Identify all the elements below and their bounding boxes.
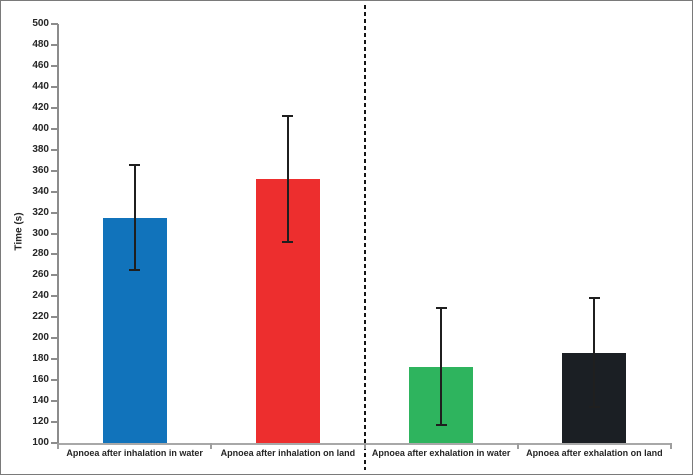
y-tick-mark <box>51 127 58 130</box>
error-bar-cap-top <box>129 164 141 167</box>
y-tick-label: 500 <box>32 18 49 29</box>
y-tick-label: 480 <box>32 38 49 50</box>
error-bar-cap-bottom <box>129 269 141 272</box>
y-tick-mark <box>51 379 58 382</box>
y-tick-label: 100 <box>32 437 49 448</box>
error-bar-line <box>286 116 289 242</box>
x-category-label: Apnoea after exhalation in water <box>371 448 511 458</box>
y-tick-mark <box>51 23 58 25</box>
y-tick-label: 300 <box>32 227 49 239</box>
y-tick-mark <box>51 211 58 214</box>
y-tick-label: 440 <box>32 80 49 92</box>
y-tick-mark <box>51 190 58 193</box>
y-tick-mark <box>51 316 58 319</box>
y-tick-mark <box>51 106 58 109</box>
error-bar-cap-bottom <box>435 424 447 427</box>
y-tick-label: 220 <box>32 311 49 323</box>
y-tick-mark <box>51 442 58 444</box>
y-tick-label: 200 <box>32 332 49 344</box>
group-separator-dashed-line <box>363 5 366 470</box>
y-tick-label: 120 <box>32 416 49 428</box>
y-tick-label: 280 <box>32 248 49 260</box>
y-tick-mark <box>51 358 58 361</box>
y-tick-label: 140 <box>32 395 49 407</box>
y-tick-mark <box>51 148 58 151</box>
error-bar-cap-top <box>282 115 294 118</box>
y-tick-mark <box>51 421 58 424</box>
x-category-label: Apnoea after inhalation on land <box>220 448 356 458</box>
error-bar-cap-top <box>435 306 447 309</box>
y-tick-label: 340 <box>32 185 49 197</box>
y-tick-mark <box>51 232 58 235</box>
error-bar-line <box>133 165 136 271</box>
y-tick-mark <box>51 253 58 256</box>
y-tick-label: 460 <box>32 59 49 71</box>
x-tick-mark <box>516 443 519 449</box>
x-tick-mark <box>210 443 213 449</box>
error-bar-cap-top <box>588 297 600 300</box>
x-tick-mark <box>670 443 672 449</box>
y-tick-label: 180 <box>32 353 49 365</box>
y-tick-mark <box>51 295 58 298</box>
y-tick-mark <box>51 64 58 67</box>
y-tick-mark <box>51 274 58 277</box>
y-tick-label: 320 <box>32 206 49 218</box>
x-tick-mark <box>363 443 366 449</box>
y-tick-label: 400 <box>32 122 49 134</box>
y-tick-mark <box>51 400 58 403</box>
y-tick-label: 420 <box>32 101 49 113</box>
y-tick-mark <box>51 169 58 172</box>
y-tick-label: 360 <box>32 164 49 176</box>
y-tick-label: 380 <box>32 143 49 155</box>
y-tick-label: 240 <box>32 290 49 302</box>
y-axis-line <box>57 24 59 445</box>
x-category-label: Apnoea after inhalation in water <box>66 448 203 458</box>
error-bar-line <box>593 298 596 408</box>
error-bar-cap-bottom <box>282 240 294 243</box>
y-tick-mark <box>51 337 58 340</box>
x-category-label: Apnoea after exhalation on land <box>526 448 663 458</box>
error-bar-line <box>440 307 443 426</box>
y-tick-mark <box>51 43 58 46</box>
y-tick-label: 260 <box>32 269 49 281</box>
y-tick-mark <box>51 85 58 88</box>
y-tick-label: 160 <box>32 374 49 386</box>
error-bar-cap-bottom <box>588 406 600 409</box>
x-tick-mark <box>57 443 59 449</box>
